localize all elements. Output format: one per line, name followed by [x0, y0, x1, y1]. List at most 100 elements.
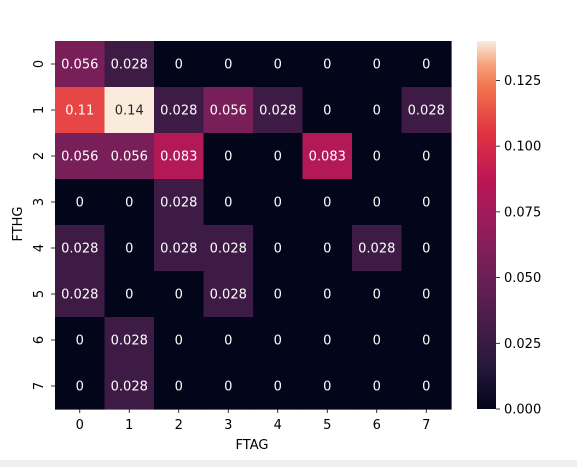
cell-value-label-r0-c0: 0.056	[61, 58, 98, 73]
heatmap-cell-r6-c4	[253, 317, 304, 364]
cell-value-label-r6-c0: 0	[76, 334, 84, 349]
heatmap-cell-r4-c7	[401, 225, 452, 272]
heatmap-cells	[55, 41, 452, 410]
heatmap-cell-r1-c2	[154, 87, 205, 134]
heatmap-cell-r5-c5	[302, 271, 353, 318]
heatmap-cell-r2-c4	[253, 133, 304, 180]
cell-value-label-r1-c6: 0	[373, 104, 381, 119]
heatmap-cell-r4-c6	[352, 225, 403, 272]
cell-value-label-r3-c2: 0.028	[160, 196, 197, 211]
cell-value-label-r5-c0: 0.028	[61, 288, 98, 303]
heatmap-cell-r2-c5	[302, 133, 353, 180]
bottom-strip	[0, 460, 577, 467]
heatmap-cell-r5-c6	[352, 271, 403, 318]
heatmap-cell-r6-c6	[352, 317, 403, 364]
heatmap-cell-r3-c6	[352, 179, 403, 226]
x-axis-ticks: 0 1 2 3 4 5 6 7	[76, 409, 430, 433]
heatmap-cell-r5-c1	[104, 271, 155, 318]
heatmap-cell-r0-c0	[55, 41, 106, 88]
cell-value-label-r5-c4: 0	[274, 288, 282, 303]
heatmap-cell-r7-c1	[104, 363, 155, 410]
heatmap-cell-r4-c5	[302, 225, 353, 272]
heatmap-cell-r7-c5	[302, 363, 353, 410]
y-axis-ticks: 0 1 2 3 4 5 6 7	[32, 60, 55, 390]
cell-value-label-r3-c3: 0	[224, 196, 232, 211]
heatmap-cell-r7-c0	[55, 363, 106, 410]
heatmap-cell-r3-c1	[104, 179, 155, 226]
y-tick-label-5: 5	[32, 290, 47, 298]
colorbar-tick-label-3: 0.075	[504, 205, 541, 220]
cell-value-label-r7-c7: 0	[422, 380, 430, 395]
heatmap-cell-r5-c2	[154, 271, 205, 318]
heatmap-cell-r6-c1	[104, 317, 155, 364]
heatmap-cell-r6-c0	[55, 317, 106, 364]
cell-value-label-r3-c5: 0	[323, 196, 331, 211]
cell-value-label-r6-c4: 0	[274, 334, 282, 349]
heatmap-cell-r6-c5	[302, 317, 353, 364]
heatmap-cell-r0-c2	[154, 41, 205, 88]
colorbar-tick-label-1: 0.025	[504, 337, 541, 352]
heatmap-cell-r0-c1	[104, 41, 155, 88]
cell-value-label-r1-c4: 0.028	[259, 104, 296, 119]
y-tick-label-4: 4	[32, 244, 47, 252]
heatmap-cell-r7-c6	[352, 363, 403, 410]
cell-value-label-r5-c7: 0	[422, 288, 430, 303]
cell-value-label-r5-c3: 0.028	[210, 288, 247, 303]
colorbar-gradient	[477, 41, 496, 409]
x-tick-label-5: 5	[323, 418, 331, 433]
cell-value-label-r7-c6: 0	[373, 380, 381, 395]
cell-value-label-r6-c3: 0	[224, 334, 232, 349]
x-tick-label-1: 1	[125, 418, 133, 433]
cell-value-label-r4-c2: 0.028	[160, 242, 197, 257]
x-tick-label-0: 0	[76, 418, 84, 433]
cell-value-label-r6-c6: 0	[373, 334, 381, 349]
colorbar: 0.000 0.025 0.050 0.075 0.100 0.125	[477, 41, 541, 418]
cell-value-label-r4-c3: 0.028	[210, 242, 247, 257]
x-axis-label: FTAG	[236, 438, 269, 453]
cell-value-label-r4-c1: 0	[125, 242, 133, 257]
cell-value-label-r4-c6: 0.028	[358, 242, 395, 257]
heatmap-cell-r2-c0	[55, 133, 106, 180]
cell-value-label-r3-c0: 0	[76, 196, 84, 211]
heatmap-cell-r3-c2	[154, 179, 205, 226]
x-tick-label-7: 7	[422, 418, 430, 433]
colorbar-tick-label-0: 0.000	[504, 403, 541, 418]
heatmap-cell-r7-c3	[203, 363, 254, 410]
cell-value-label-r0-c6: 0	[373, 58, 381, 73]
heatmap-cell-r2-c6	[352, 133, 403, 180]
y-tick-label-2: 2	[32, 152, 47, 160]
cell-value-label-r0-c7: 0	[422, 58, 430, 73]
cell-value-label-r2-c5: 0.083	[309, 150, 346, 165]
cell-value-label-r4-c5: 0	[323, 242, 331, 257]
heatmap-cell-r1-c7	[401, 87, 452, 134]
y-tick-label-3: 3	[32, 198, 47, 206]
cell-value-label-r0-c3: 0	[224, 58, 232, 73]
heatmap-cell-r4-c0	[55, 225, 106, 272]
heatmap-cell-r2-c1	[104, 133, 155, 180]
heatmap-cell-r2-c2	[154, 133, 205, 180]
cell-value-label-r7-c4: 0	[274, 380, 282, 395]
heatmap-cell-r5-c7	[401, 271, 452, 318]
heatmap-cell-r0-c3	[203, 41, 254, 88]
heatmap-cell-r1-c4	[253, 87, 304, 134]
cell-value-label-r3-c1: 0	[125, 196, 133, 211]
cell-value-label-r4-c4: 0	[274, 242, 282, 257]
heatmap-cell-r1-c0	[55, 87, 106, 134]
heatmap-cell-r2-c3	[203, 133, 254, 180]
colorbar-ticks: 0.000 0.025 0.050 0.075 0.100 0.125	[496, 74, 541, 418]
cell-value-label-r2-c3: 0	[224, 150, 232, 165]
heatmap-cell-r1-c6	[352, 87, 403, 134]
heatmap-cell-r6-c3	[203, 317, 254, 364]
cell-value-label-r6-c5: 0	[323, 334, 331, 349]
cell-value-label-r5-c1: 0	[125, 288, 133, 303]
heatmap-cell-r7-c2	[154, 363, 205, 410]
cell-value-label-r3-c6: 0	[373, 196, 381, 211]
heatmap-cell-r6-c2	[154, 317, 205, 364]
cell-value-label-r5-c5: 0	[323, 288, 331, 303]
heatmap-cell-r0-c4	[253, 41, 304, 88]
x-tick-label-3: 3	[224, 418, 232, 433]
x-tick-label-4: 4	[274, 418, 282, 433]
y-axis-label: FTHG	[11, 206, 26, 241]
y-tick-label-6: 6	[32, 336, 47, 344]
